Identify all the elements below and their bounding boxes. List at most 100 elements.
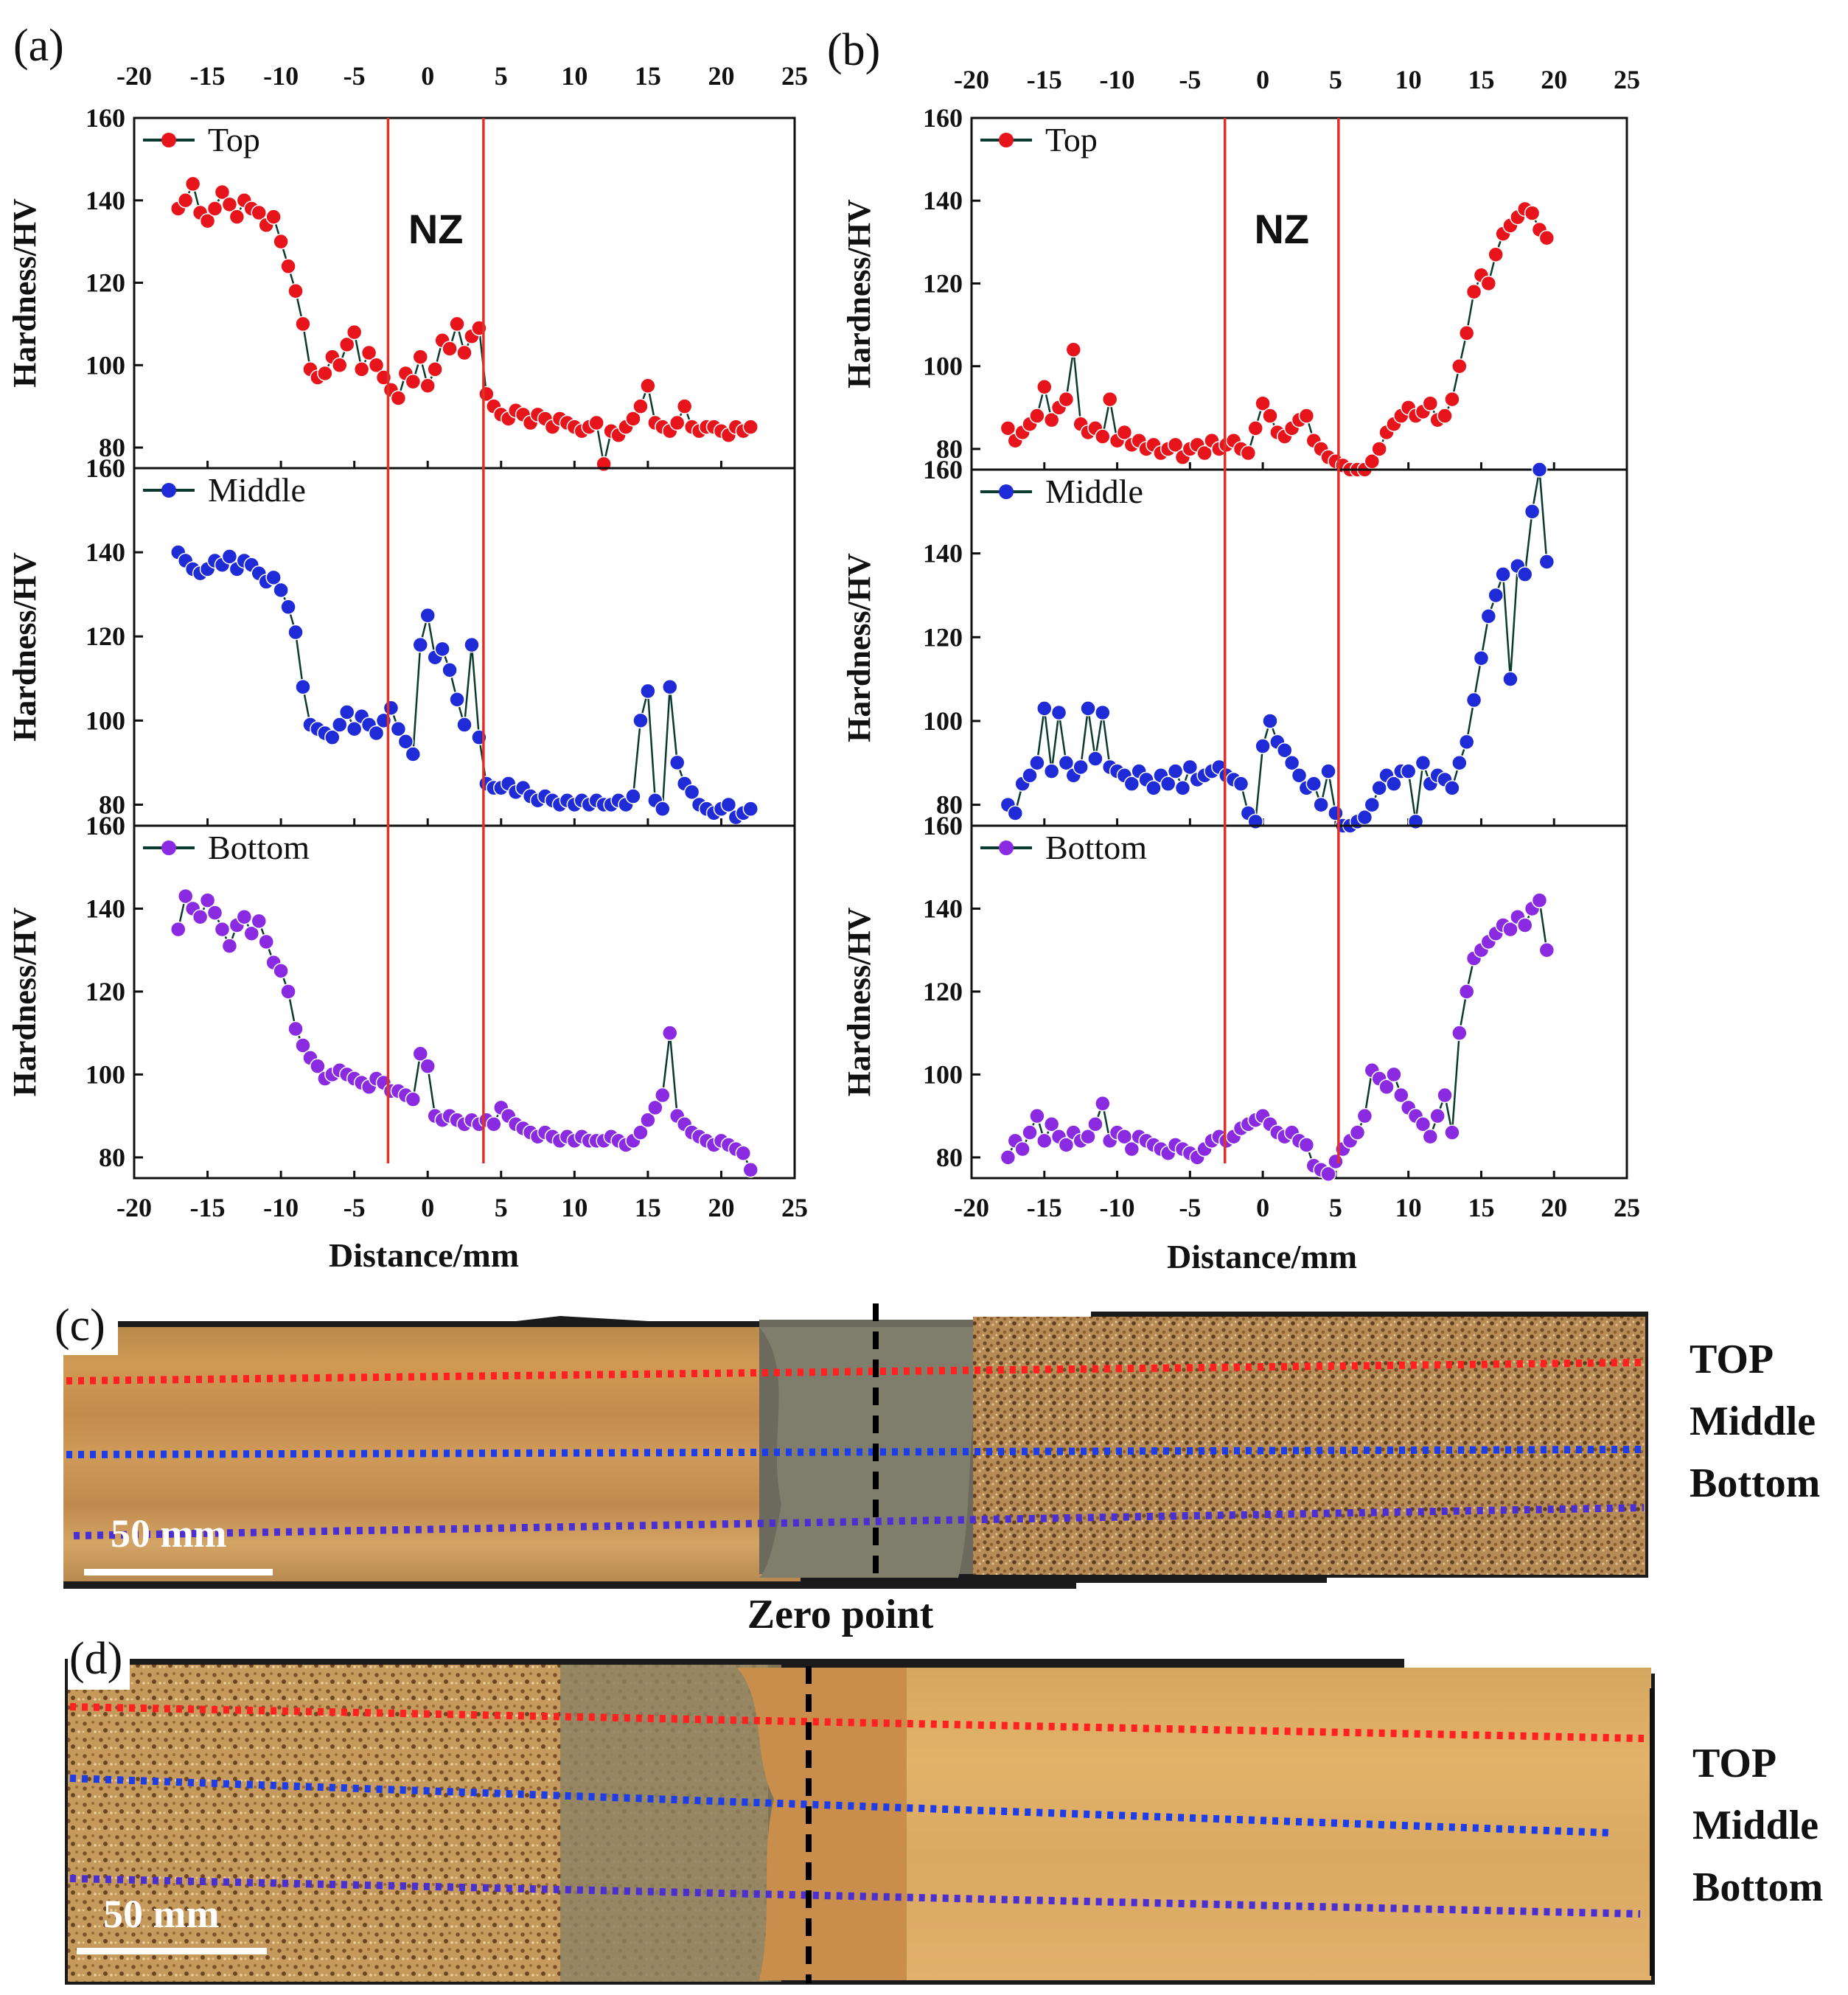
subplot-a-middle: 80 100 120 140 160 Hardness/HV Middle xyxy=(7,453,796,827)
data-point-b-bottom-61 xyxy=(1444,1124,1460,1141)
data-point-b-top-35 xyxy=(1255,395,1271,411)
data-point-b-bottom-3 xyxy=(1022,1124,1038,1141)
x-tick-label-a-9: 25 xyxy=(781,1193,808,1222)
data-point-b-top-51 xyxy=(1371,441,1387,457)
data-point-b-top-72 xyxy=(1524,205,1541,221)
legend-marker-b-0 xyxy=(999,133,1014,147)
data-point-a-top-78 xyxy=(742,419,759,435)
data-point-a-top-6 xyxy=(214,184,231,201)
data-point-a-bottom-65 xyxy=(647,1099,663,1116)
x-tick-label-a-3: -5 xyxy=(344,1193,366,1222)
data-point-a-top-35 xyxy=(427,361,443,377)
y-tick-label-a-2-2: 120 xyxy=(86,977,125,1006)
x-tick-label-a-5: 5 xyxy=(495,1193,508,1222)
data-point-a-top-15 xyxy=(280,258,296,274)
panel-label-c-box xyxy=(52,1298,118,1355)
micrograph-d-top-line xyxy=(69,1703,1645,1742)
data-point-b-bottom-62 xyxy=(1451,1025,1468,1041)
chart-panel-a: -20 -20 -15 -15 -10 -10 -5 -5 0 0 5 5 10 10 15 15 20 20 25… xyxy=(7,61,808,1274)
micrograph-d-middle-line xyxy=(69,1775,1611,1836)
data-point-b-middle-11 xyxy=(1080,700,1096,717)
data-point-b-middle-23 xyxy=(1167,763,1184,779)
y-tick-label-a-0-4: 160 xyxy=(86,103,125,133)
plot-frame-b-2 xyxy=(970,824,1628,1180)
y-tick-label-b-1-0: 80 xyxy=(936,790,963,820)
x-tick-label-b-6: 10 xyxy=(1395,1193,1422,1222)
data-point-b-middle-32 xyxy=(1232,776,1249,792)
data-point-a-bottom-0 xyxy=(170,921,186,938)
data-point-b-top-62 xyxy=(1451,358,1468,375)
data-point-b-middle-57 xyxy=(1415,755,1432,771)
micrograph-d-bottom-line xyxy=(69,1875,1641,1918)
y-tick-label-b-0-2: 120 xyxy=(923,268,963,298)
y-tick-label-a-0-3: 140 xyxy=(86,186,125,215)
nz-label-b: NZ xyxy=(1254,206,1309,252)
data-point-b-bottom-2 xyxy=(1014,1141,1031,1157)
data-point-a-middle-62 xyxy=(625,788,641,804)
data-point-a-middle-29 xyxy=(383,700,400,716)
data-point-b-top-9 xyxy=(1065,341,1082,358)
chart-panel-b: -20 -20 -15 -15 -10 -10 -5 -5 0 0 5 5 10 10 15 15 20 20 25… xyxy=(841,65,1640,1275)
data-point-b-bottom-6 xyxy=(1043,1116,1060,1132)
legend-label-a-0: Top xyxy=(208,121,260,159)
legend-marker-a-1 xyxy=(161,483,176,498)
x-tick-label-b-2: -10 xyxy=(1100,1193,1135,1222)
data-point-a-top-14 xyxy=(273,233,289,250)
x-top-tick-label-b-4: 0 xyxy=(1256,65,1269,94)
x-top-tick-label-a-2: -10 xyxy=(263,61,299,91)
subplot-a-top: 80 100 120 140 160 Hardness/HV Top xyxy=(7,103,796,473)
data-point-b-middle-39 xyxy=(1283,755,1300,771)
data-point-a-middle-33 xyxy=(412,636,429,653)
y-tick-label-b-0-3: 140 xyxy=(923,186,963,215)
data-point-b-top-64 xyxy=(1465,283,1482,300)
data-point-a-bottom-78 xyxy=(742,1162,759,1178)
data-point-b-top-23 xyxy=(1167,436,1184,453)
data-point-a-top-20 xyxy=(317,365,333,382)
y-tick-label-a-1-0: 80 xyxy=(99,790,125,819)
data-point-b-top-5 xyxy=(1036,379,1053,395)
data-point-b-middle-63 xyxy=(1458,734,1475,751)
data-point-b-top-33 xyxy=(1240,445,1257,462)
legend-c-middle: Middle xyxy=(1690,1399,1816,1444)
data-point-a-top-25 xyxy=(353,361,370,377)
data-point-a-top-22 xyxy=(332,357,348,374)
x-top-tick-label-b-2: -10 xyxy=(1100,65,1135,94)
data-point-b-top-36 xyxy=(1262,408,1278,424)
data-point-b-middle-74 xyxy=(1538,554,1555,570)
micrograph-d-scale-bar xyxy=(77,1948,267,1954)
panel-label-c-text: (c) xyxy=(55,1301,105,1351)
micrograph-c-scale-label: 50 mm xyxy=(111,1511,226,1556)
x-top-tick-label-b-1: -15 xyxy=(1027,65,1062,94)
data-point-b-middle-53 xyxy=(1386,776,1402,792)
data-point-a-middle-67 xyxy=(662,678,678,695)
y-tick-label-a-1-3: 140 xyxy=(86,537,125,567)
x-top-tick-label-a-6: 10 xyxy=(561,61,587,91)
data-point-a-top-30 xyxy=(390,390,407,406)
data-point-a-middle-75 xyxy=(720,796,737,813)
x-tick-label-b-5: 5 xyxy=(1329,1193,1342,1222)
data-point-b-middle-50 xyxy=(1364,796,1381,813)
y-tick-label-a-2-3: 140 xyxy=(86,894,125,923)
data-point-b-bottom-63 xyxy=(1458,983,1475,1000)
data-point-b-bottom-11 xyxy=(1080,1129,1096,1145)
data-point-a-top-57 xyxy=(588,414,604,431)
data-point-a-top-5 xyxy=(206,201,223,217)
data-point-a-middle-21 xyxy=(324,729,341,745)
y-tick-label-b-2-3: 140 xyxy=(923,894,963,923)
data-point-a-top-4 xyxy=(199,212,216,229)
data-point-a-top-38 xyxy=(449,316,465,332)
data-point-a-middle-39 xyxy=(456,717,473,733)
data-point-a-top-11 xyxy=(251,204,267,221)
data-point-a-bottom-19 xyxy=(310,1058,326,1074)
x-tick-label-a-0: -20 xyxy=(116,1193,152,1222)
data-point-b-bottom-17 xyxy=(1123,1141,1140,1157)
subplot-a-bottom: 80 100 120 140 160 Hardness/HV Bottom xyxy=(7,811,796,1180)
y-axis-title-b-0: Hardness/HV xyxy=(841,199,877,389)
x-top-tick-label-a-5: 5 xyxy=(495,61,508,91)
data-point-b-middle-38 xyxy=(1276,742,1293,759)
data-point-a-middle-15 xyxy=(280,599,296,616)
data-point-b-middle-22 xyxy=(1160,776,1176,792)
y-tick-label-a-1-1: 100 xyxy=(86,706,125,735)
data-point-a-bottom-10 xyxy=(243,925,260,941)
x-tick-label-b-7: 15 xyxy=(1468,1193,1494,1222)
